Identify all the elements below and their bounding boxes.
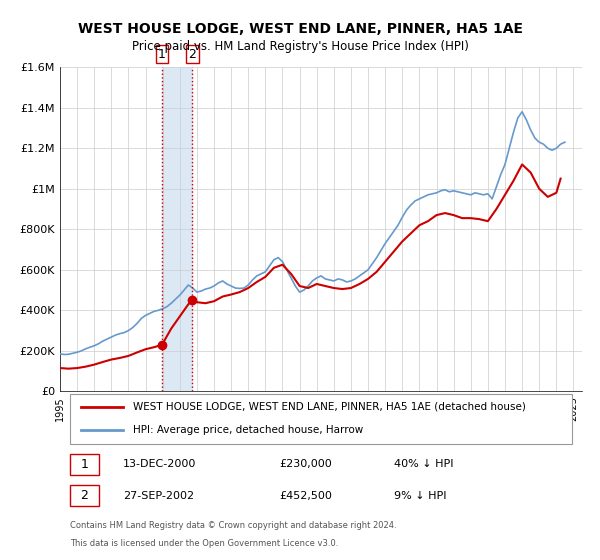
Text: Price paid vs. HM Land Registry's House Price Index (HPI): Price paid vs. HM Land Registry's House … [131, 40, 469, 53]
Text: 40% ↓ HPI: 40% ↓ HPI [394, 459, 454, 469]
Text: This data is licensed under the Open Government Licence v3.0.: This data is licensed under the Open Gov… [70, 539, 339, 548]
Bar [70, 454, 99, 475]
Text: 2: 2 [80, 489, 88, 502]
Text: £452,500: £452,500 [279, 491, 332, 501]
Bar [70, 485, 99, 506]
Text: Contains HM Land Registry data © Crown copyright and database right 2024.: Contains HM Land Registry data © Crown c… [70, 521, 397, 530]
Text: 27-SEP-2002: 27-SEP-2002 [122, 491, 194, 501]
Text: 9% ↓ HPI: 9% ↓ HPI [394, 491, 446, 501]
Text: HPI: Average price, detached house, Harrow: HPI: Average price, detached house, Harr… [133, 425, 364, 435]
Text: £230,000: £230,000 [279, 459, 332, 469]
Text: 2: 2 [188, 48, 196, 60]
Text: 13-DEC-2000: 13-DEC-2000 [122, 459, 196, 469]
Bar [162, 67, 193, 391]
Text: WEST HOUSE LODGE, WEST END LANE, PINNER, HA5 1AE (detached house): WEST HOUSE LODGE, WEST END LANE, PINNER,… [133, 402, 526, 412]
Text: 1: 1 [158, 48, 166, 60]
Text: WEST HOUSE LODGE, WEST END LANE, PINNER, HA5 1AE: WEST HOUSE LODGE, WEST END LANE, PINNER,… [77, 22, 523, 36]
Text: 1: 1 [80, 458, 88, 471]
